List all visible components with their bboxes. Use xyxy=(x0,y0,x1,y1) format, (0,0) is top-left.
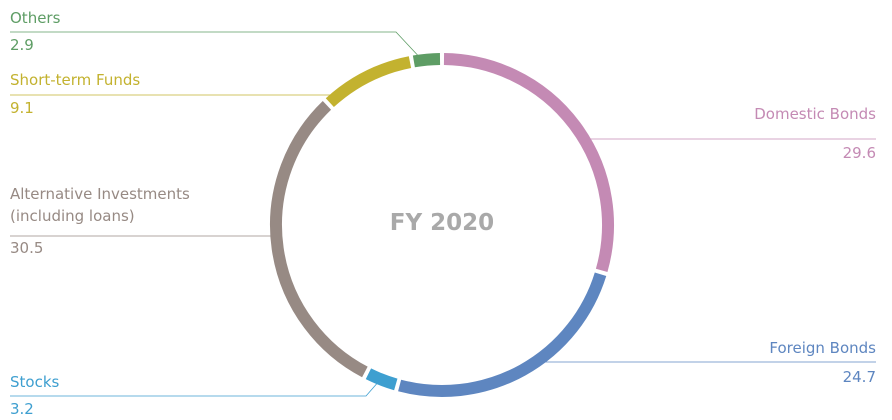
donut-segment xyxy=(412,53,441,68)
leader-line xyxy=(10,379,381,397)
value-label: 3.2 xyxy=(10,400,34,418)
category-label: Stocks xyxy=(10,373,60,391)
donut-segment xyxy=(443,53,614,273)
value-label: 24.7 xyxy=(842,368,876,386)
category-label: Alternative Investments (including loans… xyxy=(10,185,190,225)
category-label: Short-term Funds xyxy=(10,71,141,89)
value-label: 30.5 xyxy=(10,239,44,257)
value-label: 9.1 xyxy=(10,99,34,117)
donut-segment xyxy=(398,272,607,397)
donut-segment xyxy=(365,368,398,391)
center-label: FY 2020 xyxy=(389,210,495,236)
category-label: Foreign Bonds xyxy=(769,339,876,357)
category-label: Domestic Bonds xyxy=(754,105,876,123)
value-label: 29.6 xyxy=(842,144,876,162)
category-label: Others xyxy=(10,9,61,27)
donut-segment xyxy=(325,56,412,108)
value-label: 2.9 xyxy=(10,36,34,54)
donut-segment xyxy=(270,101,368,378)
leader-line xyxy=(10,31,425,63)
